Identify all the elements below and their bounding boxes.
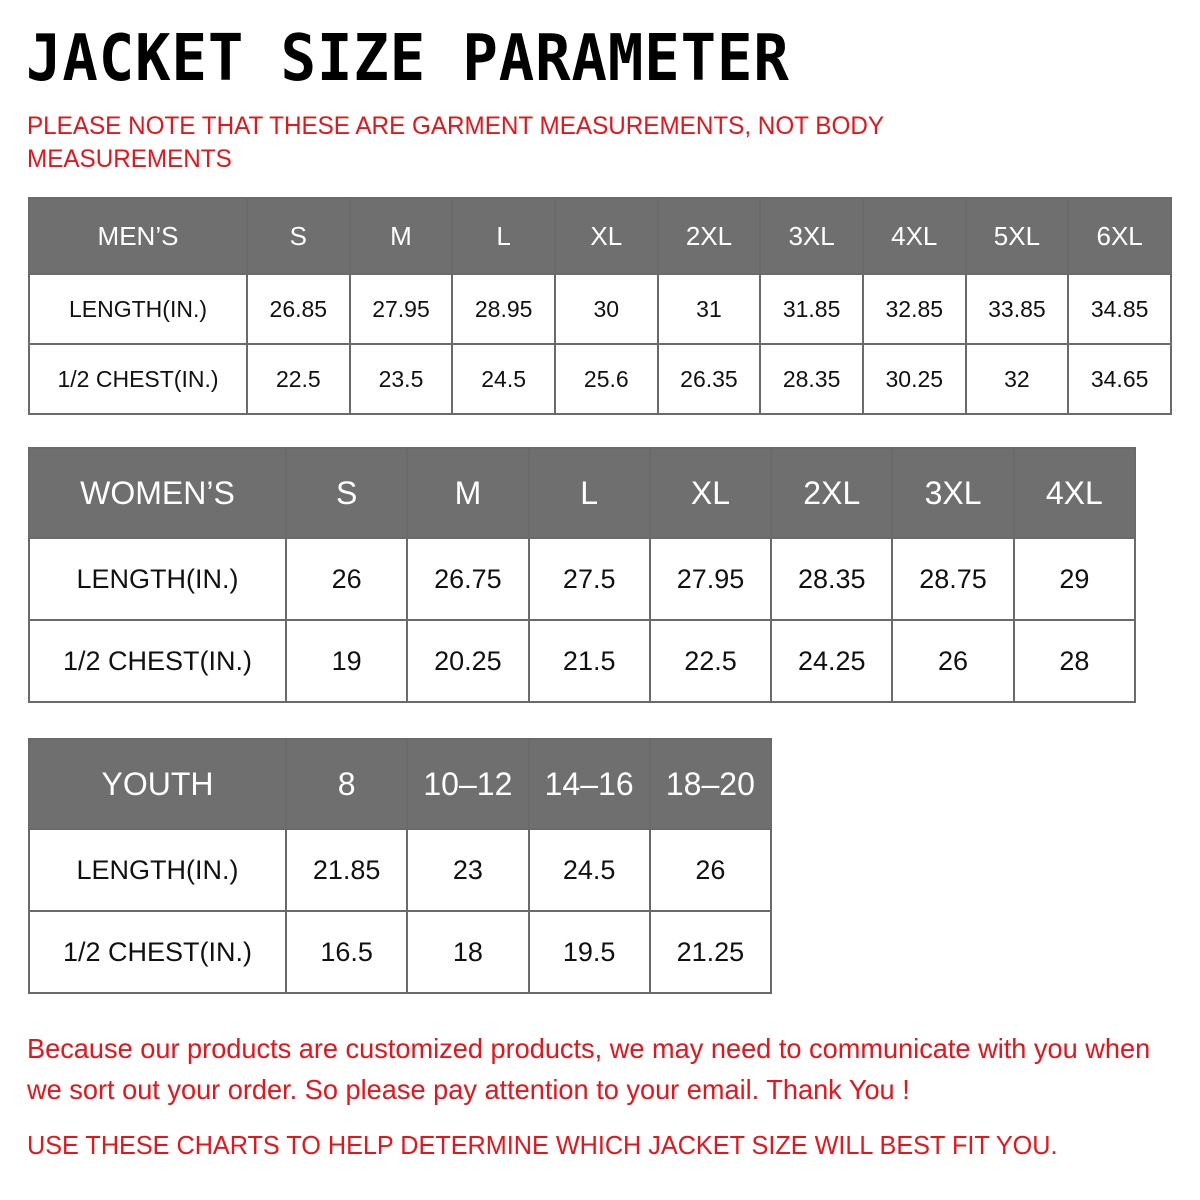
- size-header: XL: [553, 197, 659, 275]
- size-header: 3XL: [759, 197, 864, 275]
- size-header: 14–16: [527, 738, 651, 830]
- measurement-cell: 21.25: [648, 910, 773, 994]
- measurement-cell: 28.75: [891, 537, 1015, 621]
- measurement-cell: 28: [1012, 619, 1137, 703]
- measurement-cell: 18: [406, 910, 530, 994]
- size-header: 4XL: [1012, 447, 1137, 539]
- measurement-cell: 25.6: [553, 343, 659, 415]
- size-header: 2XL: [770, 447, 894, 539]
- header-row: YOUTH 8 10–12 14–16 18–20: [28, 738, 773, 830]
- measurement-cell: 24.5: [451, 343, 556, 415]
- size-header: XL: [648, 447, 773, 539]
- size-header: 5XL: [964, 197, 1070, 275]
- size-header: 6XL: [1067, 197, 1172, 275]
- size-header: S: [284, 447, 409, 539]
- mens-size-table: MEN’S S M L XL 2XL 3XL 4XL 5XL 6XL LENGTH(IN.) 26.8…: [28, 197, 1172, 415]
- measurement-cell: 27.95: [348, 273, 454, 345]
- measurement-cell: 26: [648, 828, 773, 912]
- measurement-cell: 34.85: [1067, 273, 1172, 345]
- measurement-cell: 34.65: [1067, 343, 1172, 415]
- table-row: 1/2 CHEST(IN.) 16.5 18 19.5 21.25: [28, 910, 773, 994]
- measurement-cell: 21.5: [527, 619, 651, 703]
- row-label: LENGTH(IN.): [28, 537, 287, 621]
- size-header: 4XL: [861, 197, 967, 275]
- table-row: LENGTH(IN.) 26.85 27.95 28.95 30 31 31.85 32.85…: [28, 273, 1172, 345]
- size-instruction: USE THESE CHARTS TO HELP DETERMINE WHICH…: [27, 1130, 1058, 1160]
- table-category-header: MEN’S: [28, 197, 248, 275]
- measurement-cell: 19.5: [527, 910, 651, 994]
- measurement-cell: 23: [406, 828, 530, 912]
- size-header: 18–20: [648, 738, 773, 830]
- measurement-cell: 29: [1012, 537, 1137, 621]
- measurement-cell: 30: [553, 273, 659, 345]
- measurement-cell: 26.75: [406, 537, 530, 621]
- measurement-cell: 24.25: [770, 619, 894, 703]
- measurement-cell: 22.5: [246, 343, 351, 415]
- measurement-cell: 30.25: [861, 343, 967, 415]
- size-header: M: [406, 447, 530, 539]
- youth-size-table: YOUTH 8 10–12 14–16 18–20 LENGTH(IN.) 21.85 23 2…: [28, 738, 773, 994]
- measurement-cell: 24.5: [527, 828, 651, 912]
- measurement-cell: 23.5: [348, 343, 454, 415]
- measurement-cell: 28.95: [451, 273, 556, 345]
- measurement-cell: 32: [964, 343, 1070, 415]
- measurement-cell: 31: [656, 273, 762, 345]
- row-label: LENGTH(IN.): [28, 828, 287, 912]
- measurement-cell: 26: [284, 537, 409, 621]
- size-header: 8: [284, 738, 409, 830]
- size-header: 10–12: [406, 738, 530, 830]
- header-row: MEN’S S M L XL 2XL 3XL 4XL 5XL 6XL: [28, 197, 1172, 275]
- page-title: JACKET SIZE PARAMETER: [26, 22, 790, 96]
- size-header: S: [246, 197, 351, 275]
- womens-size-table: WOMEN’S S M L XL 2XL 3XL 4XL LENGTH(IN.) 26 26.75 2…: [28, 447, 1137, 703]
- measurement-cell: 20.25: [406, 619, 530, 703]
- measurement-cell: 19: [284, 619, 409, 703]
- measurement-cell: 26: [891, 619, 1015, 703]
- table-row: LENGTH(IN.) 21.85 23 24.5 26: [28, 828, 773, 912]
- measurement-cell: 27.5: [527, 537, 651, 621]
- row-label: 1/2 CHEST(IN.): [28, 619, 287, 703]
- size-header: 3XL: [891, 447, 1015, 539]
- measurement-cell: 33.85: [964, 273, 1070, 345]
- row-label: 1/2 CHEST(IN.): [28, 343, 248, 415]
- measurement-note: PLEASE NOTE THAT THESE ARE GARMENT MEASU…: [27, 112, 884, 173]
- row-label: 1/2 CHEST(IN.): [28, 910, 287, 994]
- table-row: 1/2 CHEST(IN.) 19 20.25 21.5 22.5 24.25 26 28: [28, 619, 1137, 703]
- table-row: LENGTH(IN.) 26 26.75 27.5 27.95 28.35 28.75 29: [28, 537, 1137, 621]
- measurement-cell: 28.35: [759, 343, 864, 415]
- measurement-cell: 27.95: [648, 537, 773, 621]
- measurement-cell: 26.85: [246, 273, 351, 345]
- table-category-header: WOMEN’S: [28, 447, 287, 539]
- table-category-header: YOUTH: [28, 738, 287, 830]
- row-label: LENGTH(IN.): [28, 273, 248, 345]
- measurement-cell: 16.5: [284, 910, 409, 994]
- size-header: 2XL: [656, 197, 762, 275]
- measurement-cell: 26.35: [656, 343, 762, 415]
- size-header: L: [527, 447, 651, 539]
- measurement-cell: 21.85: [284, 828, 409, 912]
- table-row: 1/2 CHEST(IN.) 22.5 23.5 24.5 25.6 26.35 28.35…: [28, 343, 1172, 415]
- size-header: M: [348, 197, 454, 275]
- measurement-cell: 32.85: [861, 273, 967, 345]
- measurement-cell: 22.5: [648, 619, 773, 703]
- measurement-cell: 28.35: [770, 537, 894, 621]
- measurement-cell: 31.85: [759, 273, 864, 345]
- size-header: L: [451, 197, 556, 275]
- header-row: WOMEN’S S M L XL 2XL 3XL 4XL: [28, 447, 1137, 539]
- customization-message: Because our products are customized prod…: [27, 1033, 1151, 1105]
